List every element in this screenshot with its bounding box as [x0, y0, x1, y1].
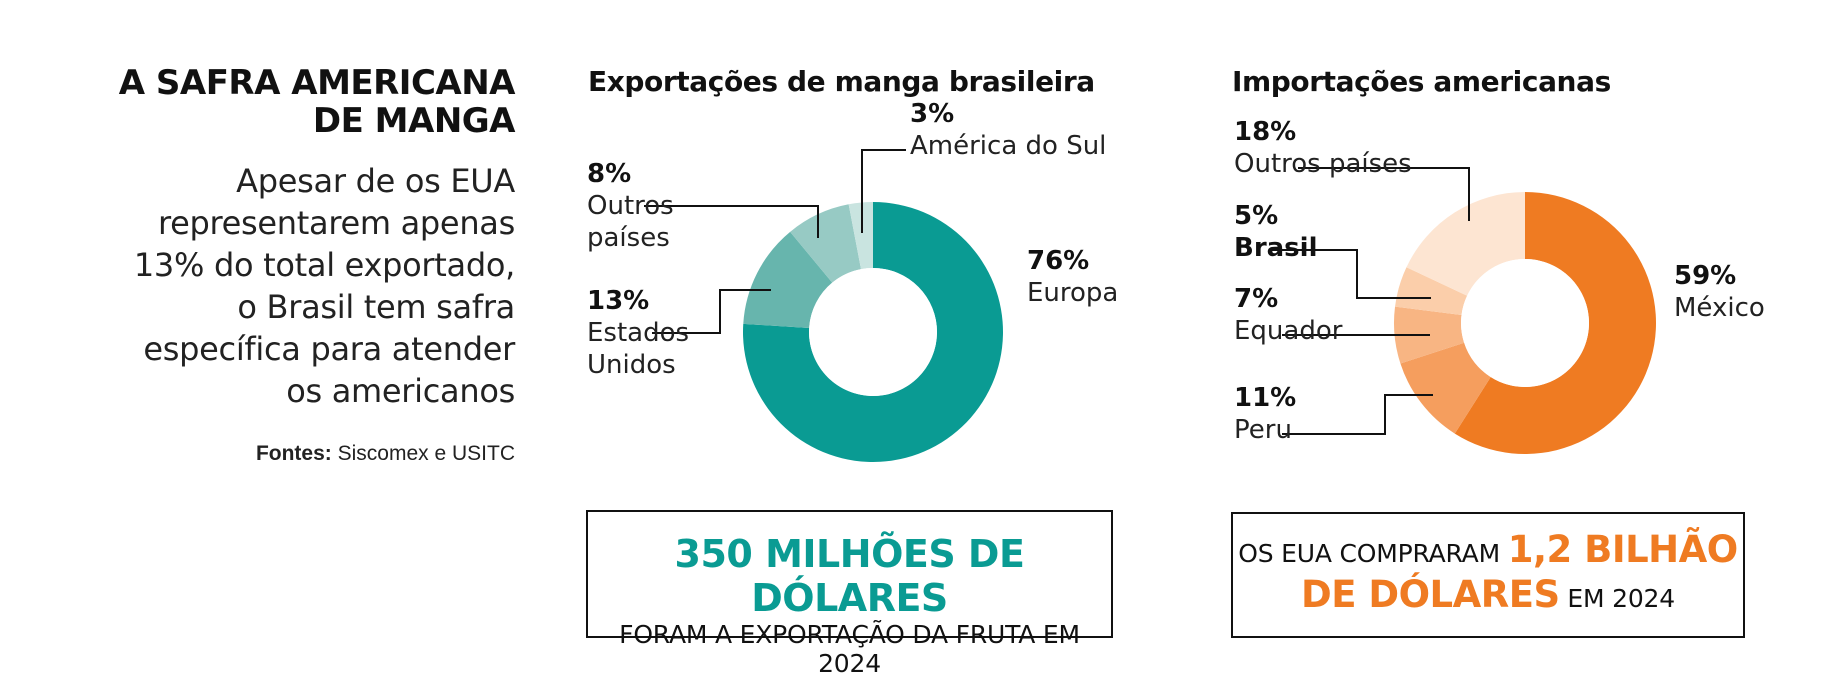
- slice-percent: 11%: [1234, 383, 1296, 413]
- slice-outros-países: [1406, 192, 1525, 296]
- slice-percent: 13%: [587, 286, 649, 316]
- slice-percent: 5%: [1234, 201, 1278, 231]
- slice-peru: [1400, 342, 1491, 434]
- slice-name: Peru: [1234, 415, 1292, 445]
- leader-line: [1270, 249, 1431, 299]
- sources-text: Siscomex e USITC: [331, 442, 515, 465]
- slice-méxico: [1454, 192, 1657, 455]
- headline-line2: DE MANGA: [312, 101, 516, 141]
- slice-percent: 18%: [1234, 117, 1296, 147]
- intro-line: específica para atender: [143, 330, 515, 368]
- leader-line: [644, 205, 819, 238]
- slice-name: Outros países: [1234, 149, 1412, 179]
- slice-estados-unidos: [743, 231, 833, 328]
- intro-line: 13% do total exportado,: [133, 246, 515, 284]
- sources-note: Fontes: Siscomex e USITC: [100, 442, 515, 466]
- chart2-title: Importações americanas: [1232, 65, 1611, 98]
- slice-brasil: [1395, 267, 1468, 315]
- leader-line: [652, 289, 771, 334]
- slice-name: Estados: [587, 318, 689, 348]
- slice-label: 13% Estados Unidos: [587, 286, 689, 380]
- callout-exports-caption: FORAM A EXPORTAÇÃO DA FRUTA EM 2024: [619, 620, 1080, 678]
- slice-name: América do Sul: [910, 131, 1106, 161]
- callout-imports: OS EUA COMPRARAM 1,2 BILHÃO DE DÓLARES E…: [1231, 512, 1745, 638]
- slice-percent: 8%: [587, 159, 631, 189]
- callout-exports: 350 MILHÕES DE DÓLARES FORAM A EXPORTAÇÃ…: [586, 510, 1113, 678]
- leader-line: [1282, 394, 1433, 435]
- slice-name: Brasil: [1234, 233, 1317, 263]
- slice-outros-países: [790, 204, 862, 283]
- slice-name: Europa: [1027, 278, 1118, 308]
- leader-line: [861, 149, 906, 233]
- slice-percent: 3%: [910, 99, 954, 129]
- intro-panel: A SAFRA AMERICANA DE MANGA Apesar de os …: [100, 63, 516, 466]
- slice-percent: 76%: [1027, 246, 1089, 276]
- donut-hole: [809, 268, 937, 396]
- leader-line: [1298, 167, 1470, 221]
- callout-imports-value1: 1,2 BILHÃO: [1507, 528, 1739, 571]
- intro-text: Apesar de os EUA representarem apenas 13…: [100, 160, 515, 412]
- callout-exports-value: 350 MILHÕES DE DÓLARES: [674, 532, 1025, 620]
- slice-name: México: [1674, 293, 1765, 323]
- slice-label: 76% Europa: [1027, 246, 1118, 308]
- intro-line: Apesar de os EUA: [236, 162, 515, 200]
- slice-label: 5% Brasil: [1234, 201, 1317, 263]
- slice-label: 59% México: [1674, 261, 1765, 323]
- intro-line: o Brasil tem safra: [237, 288, 515, 326]
- slice-name: Unidos: [587, 350, 676, 380]
- slice-label: 18% Outros países: [1234, 117, 1412, 179]
- headline: A SAFRA AMERICANA DE MANGA: [100, 63, 516, 141]
- slice-name: Equador: [1234, 316, 1343, 346]
- headline-line1: A SAFRA AMERICANA: [118, 63, 516, 103]
- callout-imports-pre: OS EUA COMPRARAM: [1238, 539, 1508, 568]
- intro-line: os americanos: [286, 372, 515, 410]
- slice-label: 3% América do Sul: [910, 99, 1106, 161]
- slice-percent: 7%: [1234, 284, 1278, 314]
- slice-américa-do-sul: [848, 202, 873, 270]
- callout-imports-post: EM 2024: [1559, 584, 1675, 613]
- slice-label: 7% Equador: [1234, 284, 1343, 346]
- callout-imports-value2: DE DÓLARES: [1301, 573, 1560, 616]
- slice-name: Outros: [587, 191, 674, 221]
- chart1-title: Exportações de manga brasileira: [588, 65, 1095, 98]
- intro-line: representarem apenas: [157, 204, 515, 242]
- sources-label: Fontes:: [255, 442, 332, 465]
- donut-hole: [1461, 259, 1589, 387]
- slice-label: 11% Peru: [1234, 383, 1296, 445]
- slice-name: países: [587, 223, 670, 253]
- slice-europa: [743, 202, 1004, 463]
- slice-label: 8% Outros países: [587, 159, 674, 253]
- slice-percent: 59%: [1674, 261, 1736, 291]
